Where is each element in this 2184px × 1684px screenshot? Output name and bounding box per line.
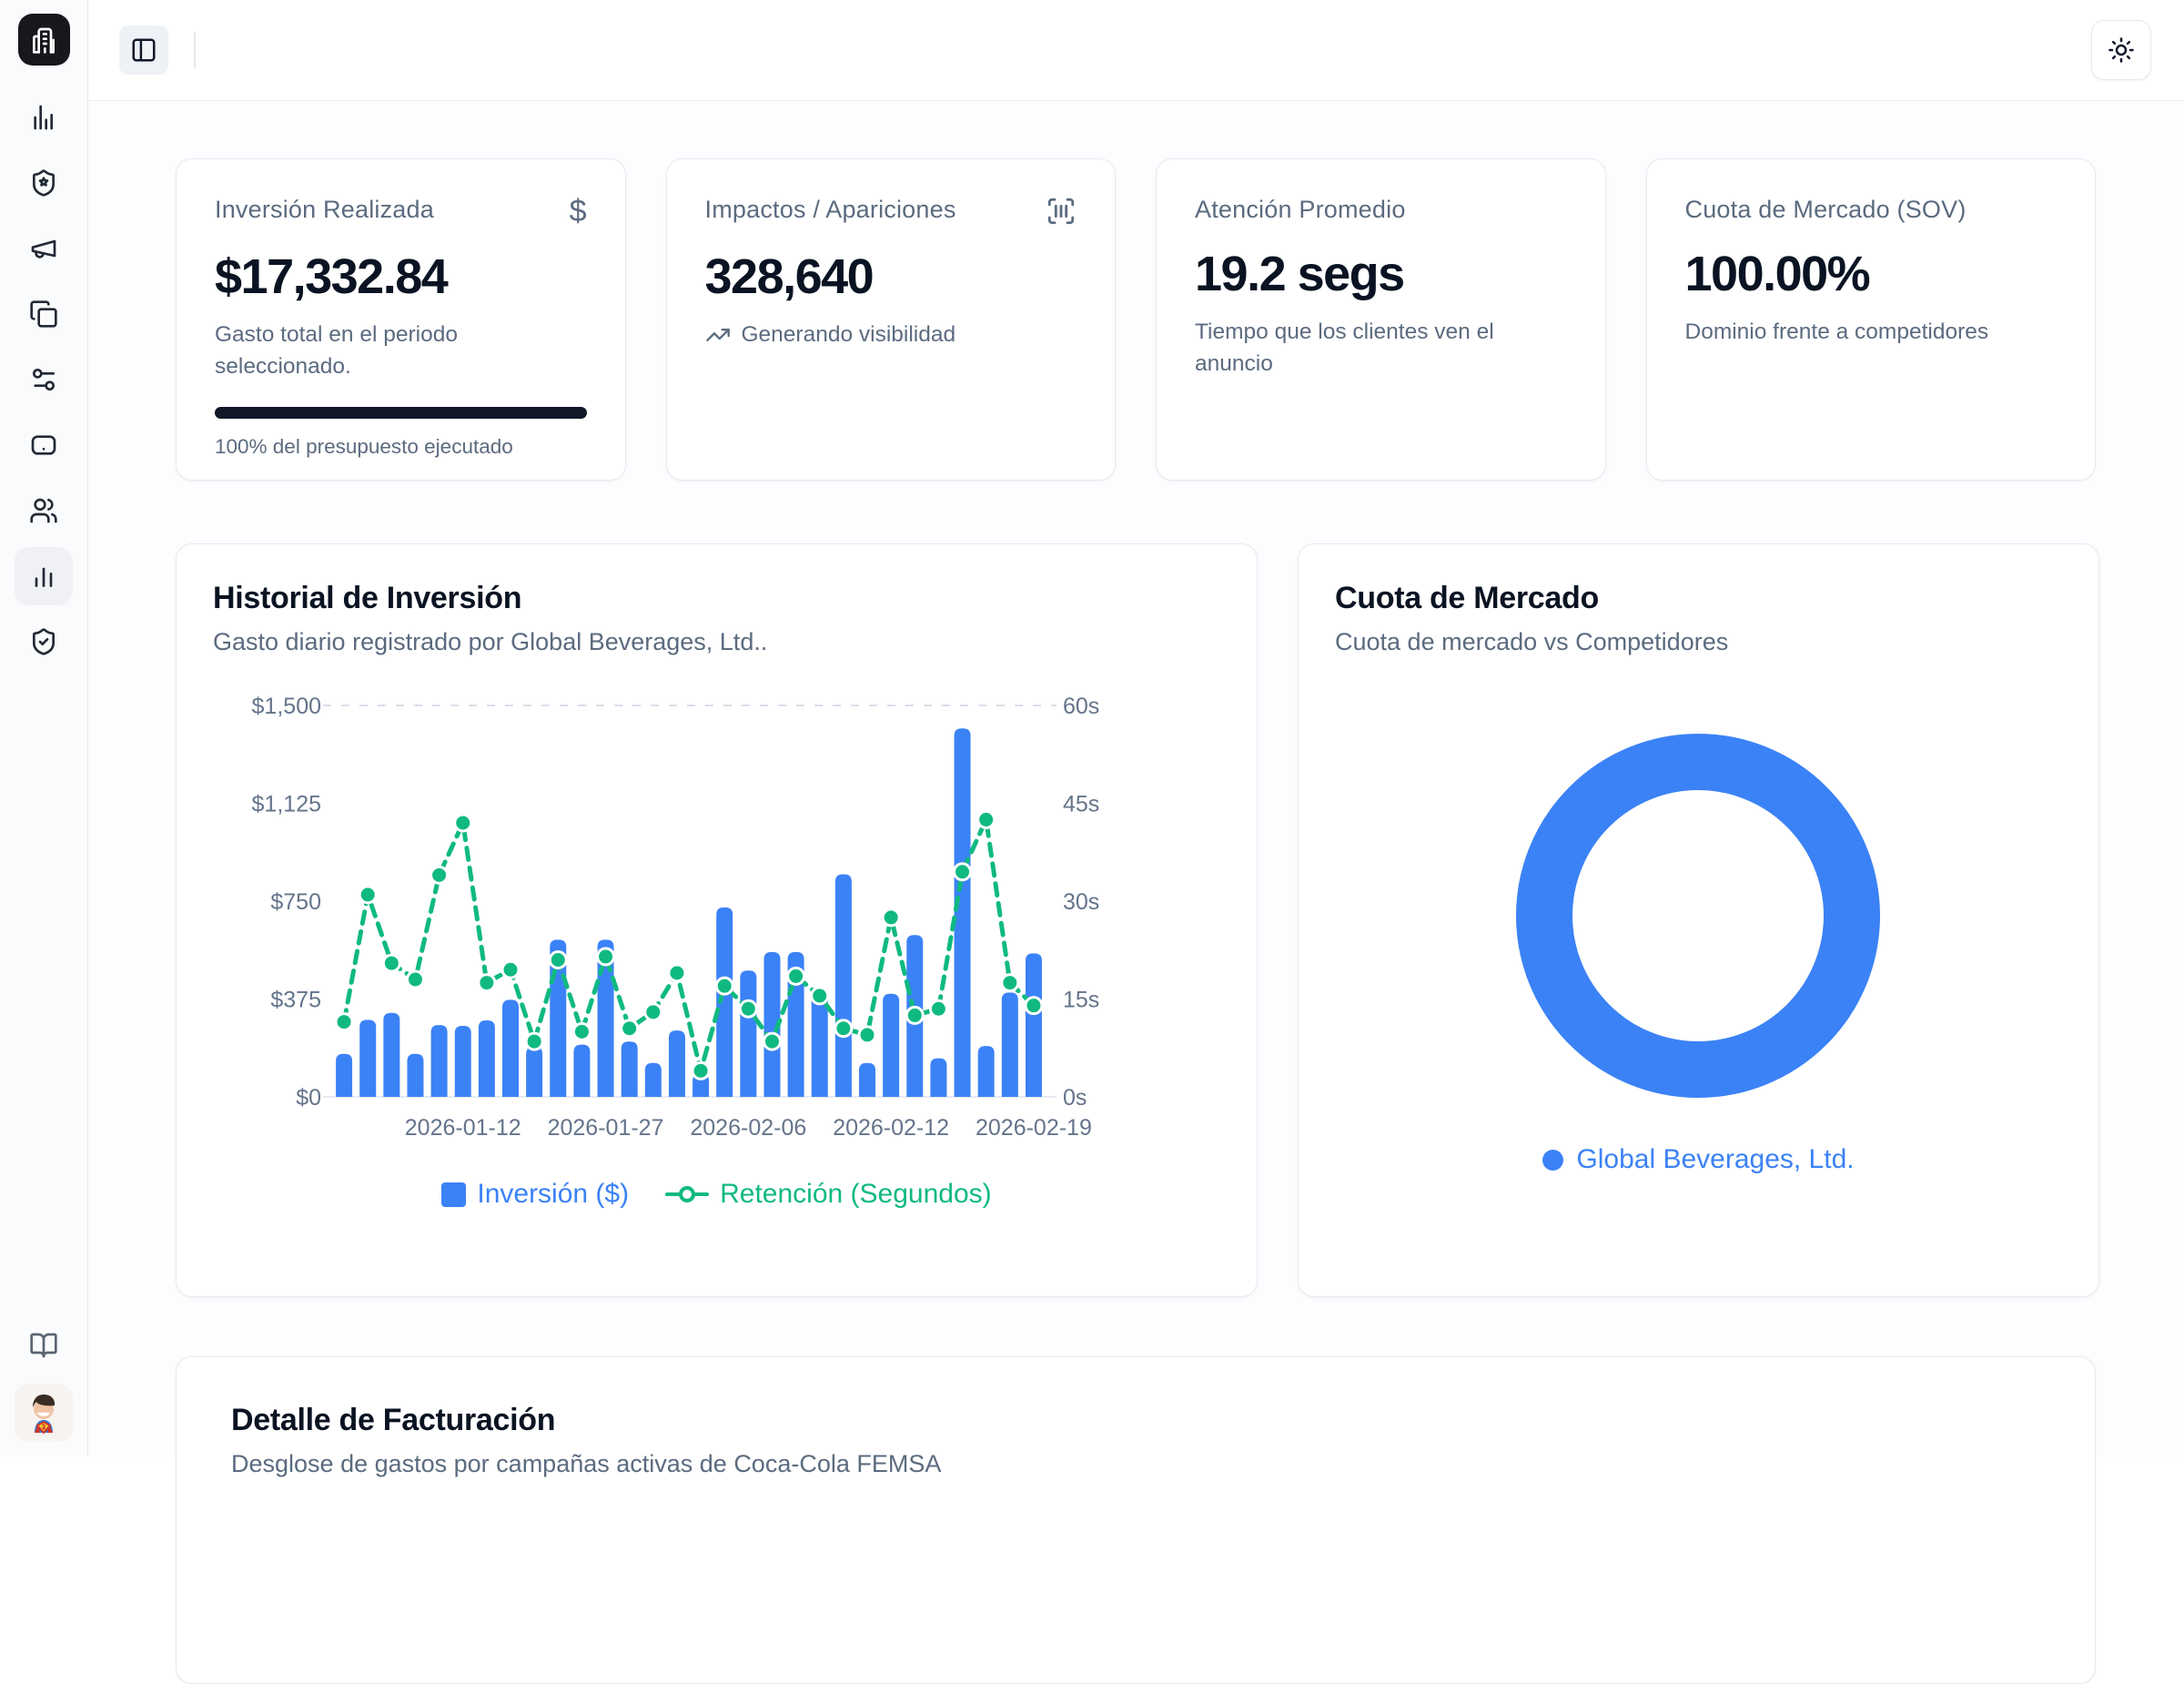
svg-text:0s: 0s [1063, 1085, 1087, 1111]
sidebar-item-docs[interactable] [15, 1316, 73, 1375]
stat-value: 19.2 segs [1195, 247, 1405, 301]
svg-text:15s: 15s [1063, 988, 1099, 1013]
sidebar-item-settings[interactable] [15, 350, 73, 409]
user-avatar[interactable] [15, 1384, 73, 1442]
stat-value: $17,332.84 [215, 249, 449, 304]
svg-text:2026-02-06: 2026-02-06 [690, 1115, 806, 1141]
stat-card-attention: Atención Promedio 19.2 segs Tiempo que l… [1156, 158, 1606, 481]
column-chart-icon [29, 103, 58, 132]
legend-item-retention[interactable]: Retención (Segundos) [665, 1179, 992, 1210]
app-logo[interactable] [17, 14, 70, 66]
sun-icon [2108, 36, 2135, 64]
book-open-icon [29, 1331, 58, 1360]
billing-detail-card: Detalle de Facturación Desglose de gasto… [176, 1356, 2096, 1684]
stat-desc: Gasto total en el periodo seleccionado. [215, 322, 458, 379]
sidebar-item-audiences[interactable] [15, 482, 73, 540]
svg-text:2026-01-12: 2026-01-12 [405, 1115, 521, 1141]
sidebar-item-duplicates[interactable] [15, 285, 73, 343]
display-dot-icon [29, 431, 58, 460]
stat-title: Cuota de Mercado (SOV) [1684, 196, 1967, 223]
billing-subtitle: Desglose de gastos por campañas activas … [231, 1450, 942, 1477]
donut-legend[interactable]: Global Beverages, Ltd. [1335, 1144, 2062, 1175]
legend-label: Retención (Segundos) [720, 1179, 992, 1209]
stat-card-sov: Cuota de Mercado (SOV) 100.00% Dominio f… [1645, 158, 2096, 481]
shield-check-icon [29, 627, 58, 656]
stats-row: Inversión Realizada $ $17,332.84 Gasto t… [176, 158, 2096, 481]
progress-caption: 100% del presupuesto ejecutado [215, 434, 513, 458]
stat-value: 328,640 [704, 249, 875, 304]
svg-text:$750: $750 [270, 889, 321, 915]
dollar-icon: $ [569, 194, 587, 228]
sidebar [0, 0, 88, 1456]
chart-title: Historial de Inversión [213, 581, 522, 615]
stat-card-investment: Inversión Realizada $ $17,332.84 Gasto t… [176, 158, 626, 481]
charts-row: Historial de Inversión Gasto diario regi… [176, 543, 2099, 1297]
stat-title: Inversión Realizada [215, 196, 434, 223]
svg-text:$0: $0 [296, 1085, 321, 1111]
panel-left-icon [130, 36, 157, 64]
legend-swatch [441, 1182, 467, 1207]
investment-combo-chart[interactable]: $1,500 $1,125 $750 $375 $0 60s 45s 30s 15s 0s 2026… [213, 675, 1222, 1148]
trending-up-icon [705, 322, 731, 348]
svg-text:2026-02-12: 2026-02-12 [833, 1115, 949, 1141]
sidebar-item-campaigns[interactable] [15, 219, 73, 278]
combo-chart-legend: Inversión ($) Retención (Segundos) [213, 1179, 1220, 1210]
investment-history-card: Historial de Inversión Gasto diario regi… [176, 543, 1258, 1297]
svg-text:30s: 30s [1063, 889, 1099, 915]
svg-text:$1,125: $1,125 [252, 792, 321, 817]
building-logo-icon [29, 25, 58, 55]
stat-title: Atención Promedio [1195, 196, 1406, 223]
bar-chart-icon [29, 562, 58, 591]
stat-desc: Generando visibilidad [741, 322, 956, 347]
shield-star-icon [29, 168, 58, 198]
svg-text:$1,500: $1,500 [252, 694, 321, 719]
sidebar-item-verification[interactable] [15, 613, 73, 671]
svg-text:60s: 60s [1063, 694, 1099, 719]
legend-dot [1542, 1149, 1564, 1171]
users-icon [29, 496, 58, 525]
scan-barcode-icon [1046, 196, 1077, 227]
topbar-divider [194, 32, 196, 68]
stat-card-impressions: Impactos / Apariciones 328,640 Generando [665, 158, 1116, 481]
sidebar-nav [15, 88, 73, 678]
copy-icon [29, 299, 58, 329]
svg-text:45s: 45s [1063, 792, 1099, 817]
legend-label: Global Beverages, Ltd. [1576, 1144, 1855, 1174]
stat-desc: Dominio frente a competidores [1684, 320, 1989, 344]
sidebar-item-reports-active[interactable] [15, 547, 73, 605]
main-content: Inversión Realizada $ $17,332.84 Gasto t… [87, 100, 2184, 1684]
sliders-icon [29, 365, 58, 394]
sidebar-footer [15, 1316, 73, 1456]
svg-text:2026-02-19: 2026-02-19 [976, 1115, 1092, 1141]
sidebar-item-badges[interactable] [15, 154, 73, 212]
stat-desc: Tiempo que los clientes ven el anuncio [1195, 320, 1494, 376]
sidebar-item-analytics[interactable] [15, 88, 73, 147]
billing-title: Detalle de Facturación [231, 1403, 556, 1437]
chart-title: Cuota de Mercado [1335, 581, 1599, 615]
megaphone-icon [29, 234, 58, 263]
chart-subtitle: Gasto diario registrado por Global Bever… [213, 628, 768, 655]
sidebar-toggle-button[interactable] [119, 25, 168, 75]
budget-progress-bar [215, 406, 587, 419]
legend-item-investment[interactable]: Inversión ($) [441, 1179, 629, 1210]
legend-label: Inversión ($) [477, 1179, 630, 1209]
svg-text:2026-01-27: 2026-01-27 [548, 1115, 664, 1141]
stat-title: Impactos / Apariciones [704, 196, 956, 223]
theme-toggle-button[interactable] [2091, 20, 2151, 80]
chart-subtitle: Cuota de mercado vs Competidores [1335, 628, 1729, 655]
sidebar-item-displays[interactable] [15, 416, 73, 474]
topbar [87, 0, 2184, 101]
market-share-donut-chart[interactable] [1335, 691, 2062, 1119]
svg-text:$375: $375 [270, 988, 321, 1013]
market-share-card: Cuota de Mercado Cuota de mercado vs Com… [1298, 543, 2099, 1297]
stat-value: 100.00% [1684, 247, 1871, 301]
legend-line-marker [665, 1186, 710, 1202]
